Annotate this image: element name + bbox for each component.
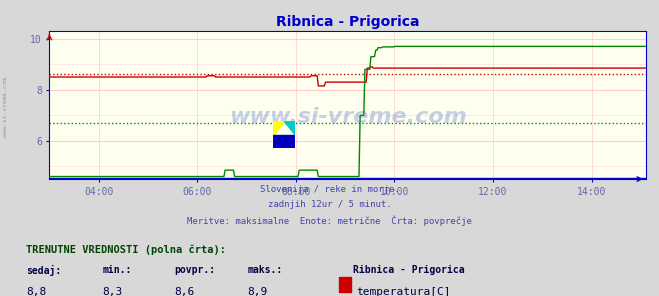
Text: sedaj:: sedaj: [26, 265, 61, 276]
Text: Ribnica - Prigorica: Ribnica - Prigorica [353, 265, 464, 275]
Polygon shape [273, 135, 295, 148]
Text: maks.:: maks.: [247, 265, 282, 275]
Polygon shape [273, 121, 284, 135]
Text: www.si-vreme.com: www.si-vreme.com [229, 107, 467, 127]
Text: 8,3: 8,3 [102, 287, 123, 296]
Text: zadnjih 12ur / 5 minut.: zadnjih 12ur / 5 minut. [268, 200, 391, 209]
Text: min.:: min.: [102, 265, 132, 275]
Text: povpr.:: povpr.: [175, 265, 215, 275]
Text: TRENUTNE VREDNOSTI (polna črta):: TRENUTNE VREDNOSTI (polna črta): [26, 244, 226, 255]
Text: Slovenija / reke in morje.: Slovenija / reke in morje. [260, 185, 399, 194]
Polygon shape [284, 121, 295, 135]
Title: Ribnica - Prigorica: Ribnica - Prigorica [276, 15, 419, 28]
Text: temperatura[C]: temperatura[C] [356, 287, 450, 296]
Text: 8,8: 8,8 [26, 287, 47, 296]
Text: 8,6: 8,6 [175, 287, 195, 296]
Text: www.si-vreme.com: www.si-vreme.com [3, 77, 8, 136]
Text: Meritve: maksimalne  Enote: metrične  Črta: povprečje: Meritve: maksimalne Enote: metrične Črta… [187, 216, 472, 226]
Text: 8,9: 8,9 [247, 287, 268, 296]
